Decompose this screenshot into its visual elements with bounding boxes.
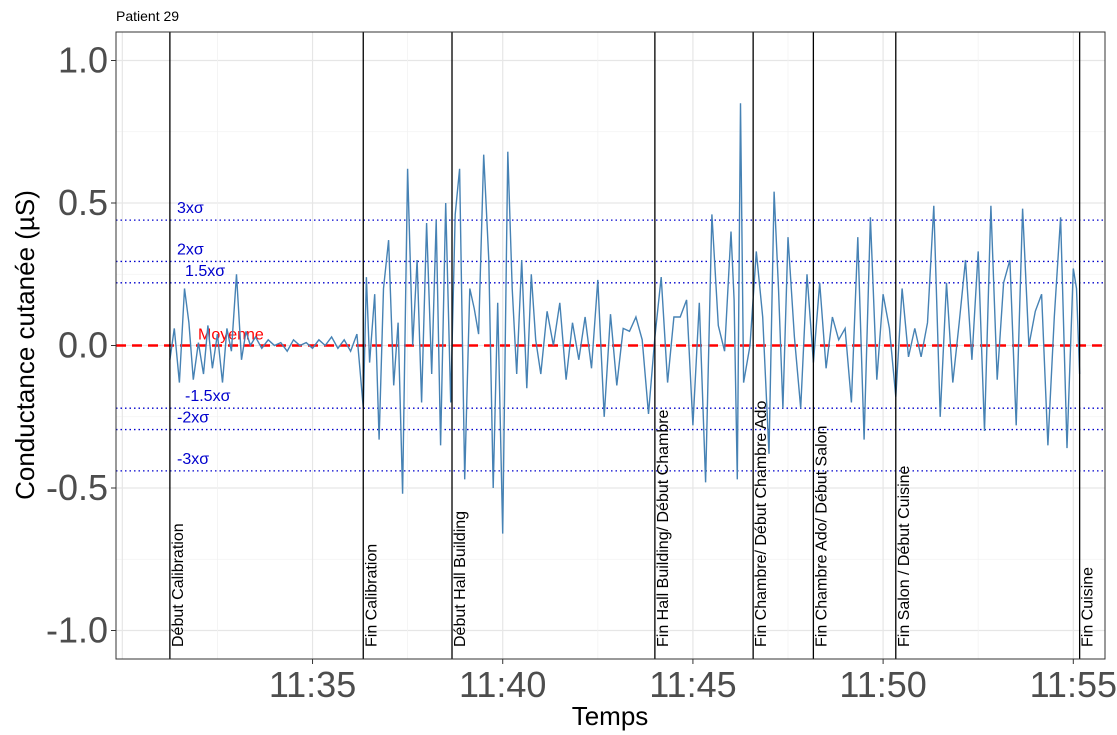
y-tick-label: -0.5 [46,467,108,508]
x-axis-ticks: 11:35 11:40 11:45 11:50 11:55 [269,659,1117,705]
x-tick-label: 11:35 [269,664,356,705]
mean-label: Moyenne [198,327,264,344]
event-label: Fin Chambre/ Début Chambre Ado [753,401,770,647]
sigma-label: -1.5xσ [185,388,231,405]
sigma-label: -3xσ [177,451,209,468]
series-line [169,103,1081,534]
y-tick-label: 0.0 [58,325,108,366]
event-label: Fin Chambre Ado/ Début Salon [813,426,830,647]
x-axis-title: Temps [572,701,649,731]
x-tick-label: 11:40 [459,664,546,705]
event-label: Fin Hall Building/ Début Chambre [655,409,672,647]
x-tick-label: 11:55 [1030,664,1117,705]
sigma-label: 2xσ [177,241,204,258]
event-markers: Début Calibration Fin Calibration Début Ha… [169,32,1097,659]
mean-line-group: Moyenne [116,327,1105,347]
y-axis-ticks: 1.0 0.5 0.0 -0.5 -1.0 [46,40,116,651]
event-label: Fin Calibration [363,544,380,647]
y-axis-title: Conductance cutanée (µS) [10,190,40,500]
sigma-label: 1.5xσ [185,263,225,280]
event-label: Fin Salon / Début Cuisine [896,465,913,647]
x-tick-label: 11:45 [649,664,736,705]
y-tick-label: 1.0 [58,40,108,81]
sigma-label: -2xσ [177,410,209,427]
y-tick-label: 0.5 [58,182,108,223]
event-label: Début Calibration [170,523,187,647]
chart-title: Patient 29 [116,8,179,24]
y-tick-label: -1.0 [46,610,108,651]
sigma-lines: 3xσ 2xσ 1.5xσ -1.5xσ -2xσ -3xσ [116,200,1105,472]
x-tick-label: 11:50 [839,664,926,705]
sigma-label: 3xσ [177,200,204,217]
event-label: Fin Cuisine [1080,567,1097,647]
event-label: Début Hall Building [452,511,469,647]
